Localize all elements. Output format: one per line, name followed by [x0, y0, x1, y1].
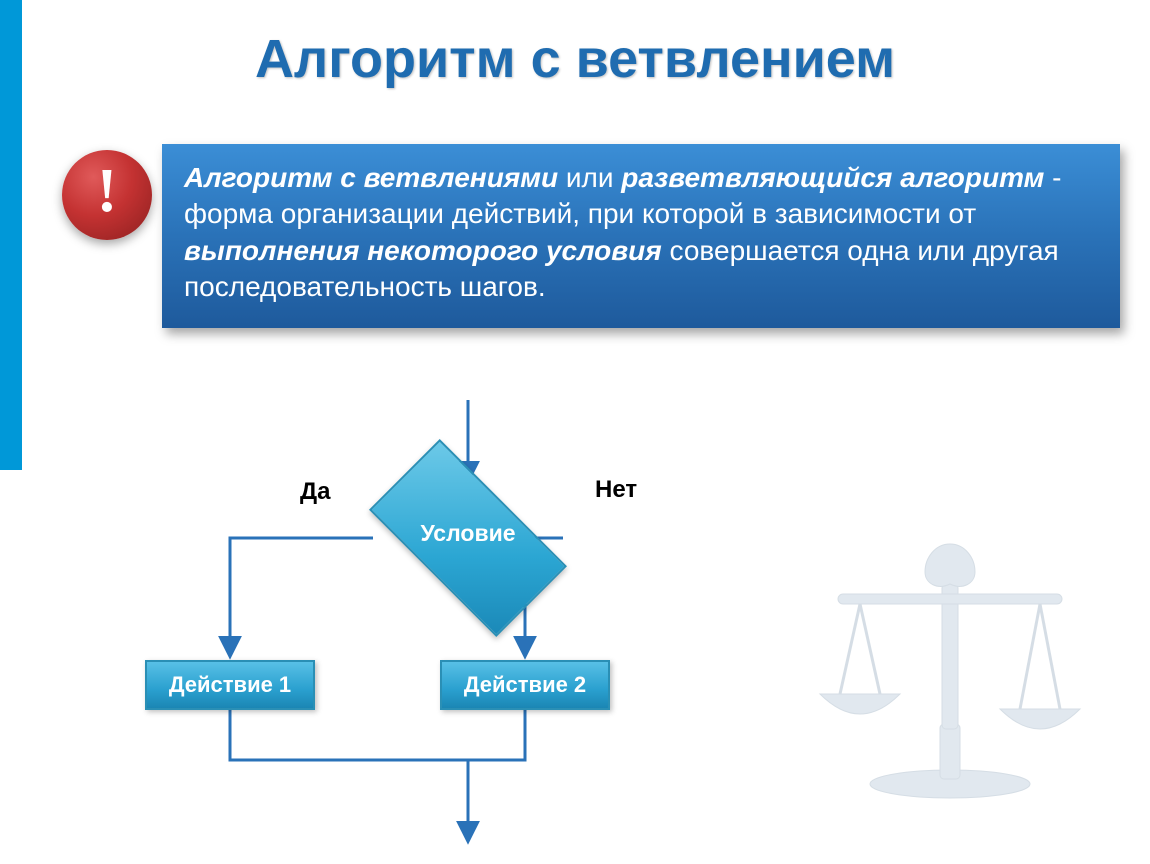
definition-box: Алгоритм с ветвлениями или разветвляющий…	[162, 144, 1120, 328]
exclaim-badge: !	[62, 150, 152, 240]
flowchart: Условие Да Нет Действие 1 Действие 2	[120, 400, 720, 860]
branch-yes-label: Да	[300, 478, 330, 506]
condition-label: Условие	[358, 520, 578, 547]
def-bold-2: разветвляющийся алгоритм	[621, 162, 1044, 193]
def-bold-1: Алгоритм с ветвлениями	[184, 162, 558, 193]
action-1-node: Действие 1	[145, 660, 315, 710]
branch-no-label: Нет	[595, 476, 637, 504]
action-2-node: Действие 2	[440, 660, 610, 710]
scales-icon	[790, 524, 1110, 804]
page-title: Алгоритм с ветвлением	[0, 28, 1150, 90]
def-text-1: или	[558, 162, 621, 193]
def-bold-3: выполнения некоторого условия	[184, 235, 662, 266]
